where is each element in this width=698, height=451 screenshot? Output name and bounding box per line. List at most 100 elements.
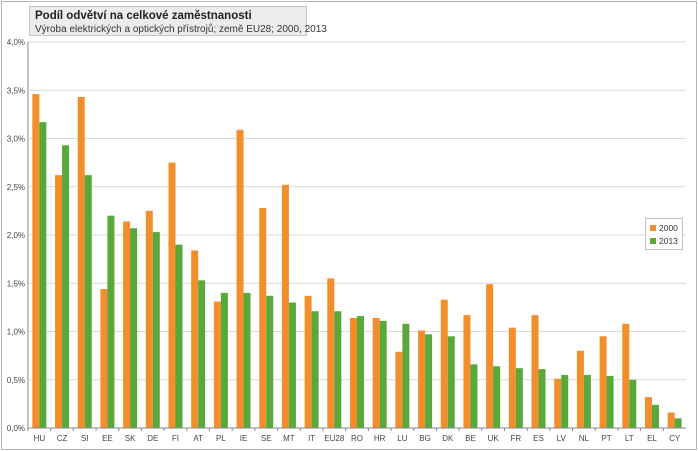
x-tick-label: EE <box>102 434 113 443</box>
bar-2013-PT <box>606 375 614 428</box>
bar-2000-HU <box>32 94 40 429</box>
bar-2013-MT <box>288 302 296 428</box>
x-tick-label: IT <box>308 434 315 443</box>
x-tick-label: DE <box>147 434 158 443</box>
bar-2000-EL <box>644 397 652 428</box>
legend-swatch-2013 <box>650 237 656 244</box>
bar-2000-SK <box>123 221 131 428</box>
bar-2013-IE <box>243 292 251 428</box>
legend-item-2000: 2000 <box>650 221 678 234</box>
bar-2000-DE <box>145 210 153 428</box>
x-tick-label: SI <box>81 434 89 443</box>
bar-2013-FI <box>175 244 183 428</box>
x-tick-label: SE <box>261 434 272 443</box>
x-tick-label: EU28 <box>324 434 345 443</box>
bars <box>32 94 682 429</box>
legend: 2000 2013 <box>645 218 683 250</box>
bar-2000-LV <box>554 378 562 428</box>
x-tick-label: HR <box>374 434 386 443</box>
bar-2000-LU <box>395 351 403 428</box>
x-tick-label: CY <box>669 434 681 443</box>
bar-2013-NL <box>583 374 591 428</box>
bar-2013-PL <box>220 292 228 428</box>
bar-2000-BG <box>418 330 426 428</box>
bar-2013-SK <box>130 228 138 428</box>
bar-2000-IE <box>236 129 244 428</box>
y-tick-label: 3,5% <box>7 86 25 95</box>
x-tick-label: LU <box>397 434 407 443</box>
y-axis-ticks: 0,0% 0,5% 1,0% 1,5% 2,0% 2,5% 3,0% 3,5% 4,0% <box>7 38 25 433</box>
x-tick-label: BG <box>419 434 431 443</box>
y-tick-label: 0,5% <box>7 376 25 385</box>
bar-2000-LT <box>622 323 630 428</box>
bar-2013-IT <box>311 311 319 428</box>
y-tick-label: 0,0% <box>7 424 25 433</box>
bar-2000-BE <box>463 315 471 428</box>
x-tick-label: EL <box>647 434 657 443</box>
bar-2013-EU28 <box>334 311 342 428</box>
x-tick-label: CZ <box>57 434 68 443</box>
y-tick-label: 4,0% <box>7 38 25 47</box>
bar-2000-EU28 <box>327 278 335 428</box>
x-tick-label: FR <box>510 434 521 443</box>
x-tick-label: LV <box>557 434 567 443</box>
x-tick-label: BE <box>465 434 476 443</box>
bar-2000-CY <box>667 412 675 428</box>
legend-label-2013: 2013 <box>659 235 678 246</box>
bar-2013-BG <box>425 334 433 428</box>
bar-2013-LU <box>402 323 410 428</box>
bar-2013-SE <box>266 295 274 428</box>
bar-2013-ES <box>538 369 546 428</box>
bar-2000-FI <box>168 162 176 428</box>
bar-2000-MT <box>281 184 289 428</box>
x-tick-label: AT <box>193 434 203 443</box>
y-tick-label: 1,0% <box>7 328 25 337</box>
x-tick-label: IE <box>240 434 248 443</box>
bar-2013-CZ <box>62 145 70 428</box>
bar-2000-CZ <box>55 175 63 428</box>
x-tick-label: NL <box>579 434 590 443</box>
bar-2013-EL <box>651 404 659 428</box>
bar-2000-AT <box>191 250 199 428</box>
bar-2000-HR <box>372 317 380 428</box>
bar-2013-DK <box>447 336 455 428</box>
x-tick-label: HU <box>34 434 46 443</box>
x-tick-label: LT <box>625 434 634 443</box>
x-tick-label: DK <box>442 434 454 443</box>
y-tick-label: 2,0% <box>7 231 25 240</box>
bar-2013-HR <box>379 320 387 428</box>
bar-2013-LV <box>561 374 569 428</box>
y-tick-label: 2,5% <box>7 183 25 192</box>
bar-2000-SE <box>259 207 267 428</box>
bar-2000-DK <box>440 299 448 428</box>
x-tick-label: UK <box>488 434 500 443</box>
y-tick-label: 3,0% <box>7 135 25 144</box>
bar-2013-EE <box>107 215 115 428</box>
bar-2013-FR <box>515 368 523 428</box>
bar-2000-NL <box>576 350 584 428</box>
x-tick-label: SK <box>125 434 136 443</box>
x-tick-label: MT <box>283 434 295 443</box>
x-tick-label: PT <box>601 434 611 443</box>
chart-title-box: Podíl odvětví na celkové zaměstnanosti V… <box>29 6 327 36</box>
x-tick-label: ES <box>533 434 544 443</box>
y-tick-label: 1,5% <box>7 279 25 288</box>
bar-2000-SI <box>77 97 85 428</box>
bar-2000-RO <box>350 317 357 428</box>
bar-2013-HU <box>39 122 47 428</box>
x-axis-ticks: HU CZ SI EE SK DE FI AT PL IE SE MT IT EU28 RO HR LU BG DK… <box>27 428 681 443</box>
x-tick-label: FI <box>172 434 179 443</box>
chart-title: Podíl odvětví na celkové zaměstnanosti <box>35 10 252 22</box>
bar-2013-RO <box>357 316 364 428</box>
bar-2013-DE <box>152 232 160 428</box>
bar-2000-UK <box>486 284 494 428</box>
legend-swatch-2000 <box>650 224 656 231</box>
bar-2013-UK <box>493 366 501 428</box>
legend-item-2013: 2013 <box>650 234 678 247</box>
bar-2013-LT <box>629 379 637 428</box>
bar-2013-SI <box>84 175 92 428</box>
bar-2000-ES <box>531 315 539 428</box>
bar-2013-AT <box>198 280 206 428</box>
legend-label-2000: 2000 <box>659 222 678 233</box>
